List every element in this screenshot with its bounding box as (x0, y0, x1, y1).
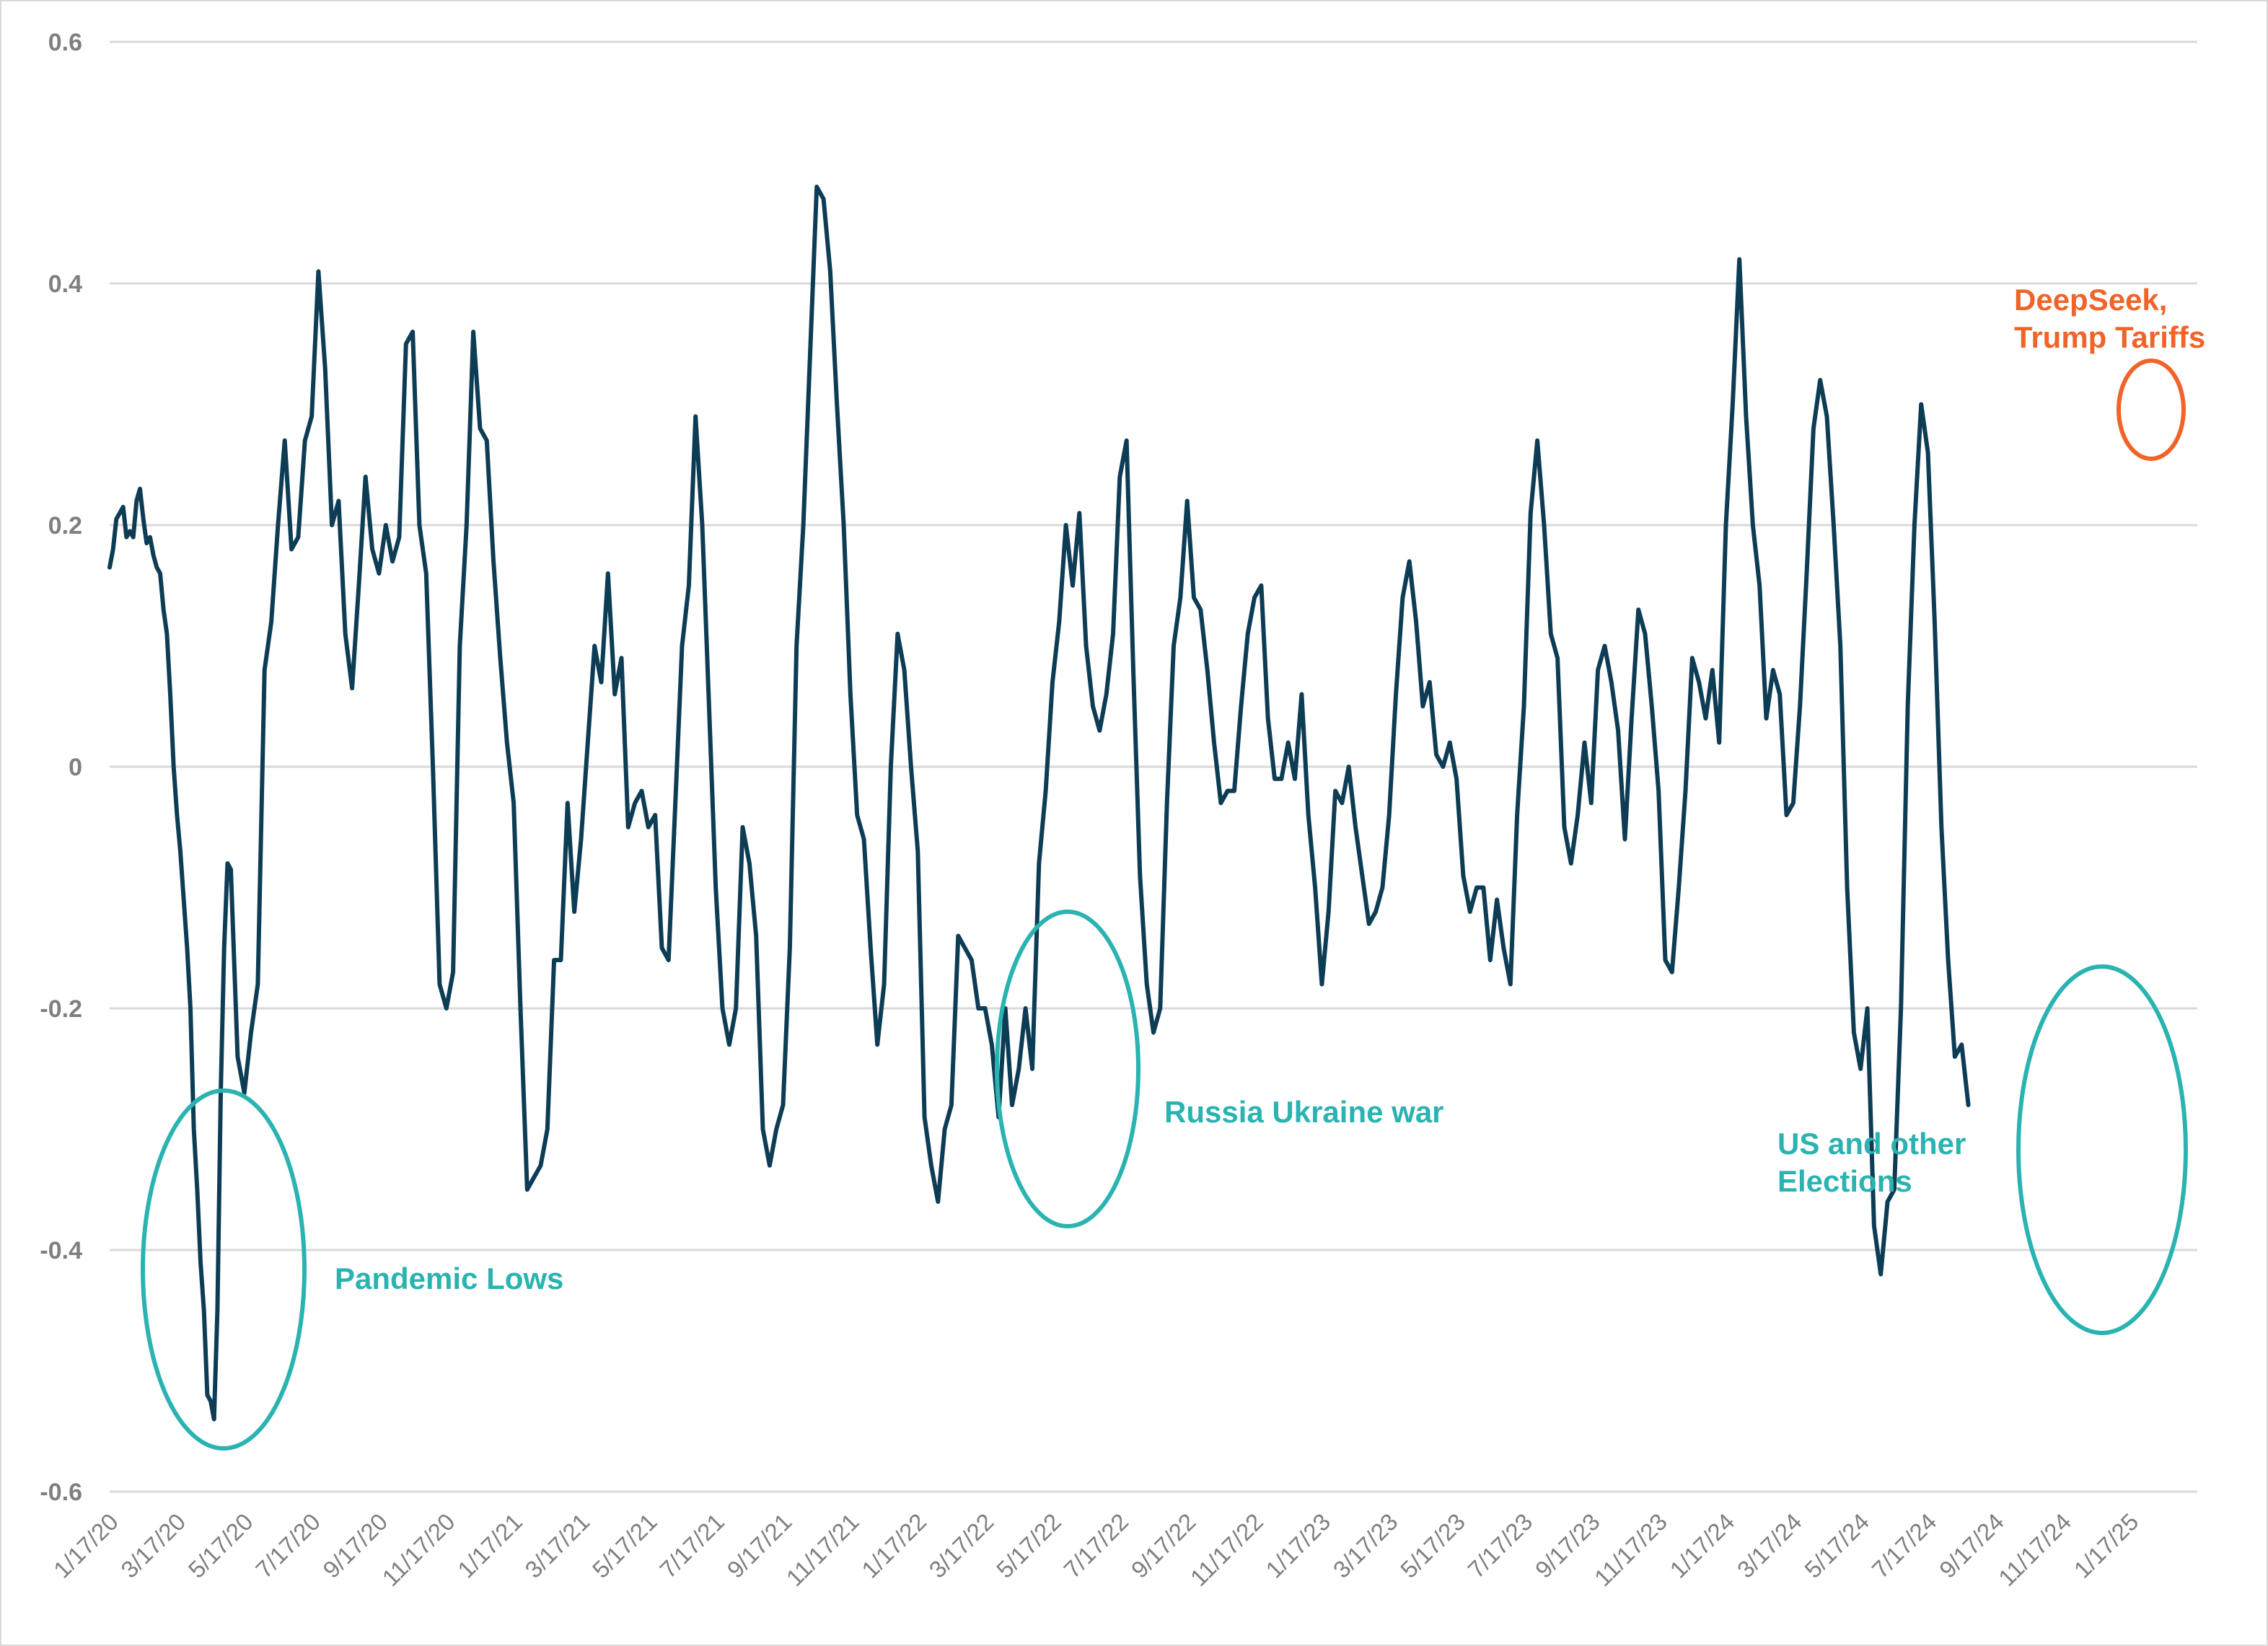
x-tick-label: 3/17/20 (115, 1508, 190, 1583)
x-tick-label: 5/17/21 (587, 1508, 662, 1583)
x-tick-label: 1/17/24 (1664, 1508, 1739, 1583)
x-tick-label: 3/17/24 (1732, 1508, 1807, 1583)
x-tick-label: 1/17/20 (48, 1508, 123, 1583)
y-tick-label: 0.2 (48, 512, 82, 540)
series-line (107, 185, 1971, 1422)
deepseek-label-line2: Trump Tariffs (2014, 320, 2205, 354)
x-tick-label: 5/17/22 (991, 1508, 1066, 1583)
y-tick-label: 0 (69, 754, 82, 781)
y-tick-label: 0.4 (48, 270, 82, 298)
x-tick-label: 1/17/21 (452, 1508, 527, 1583)
x-tick-label: 5/17/23 (1395, 1508, 1470, 1583)
y-tick-label: -0.2 (40, 995, 82, 1023)
x-tick-label: 3/17/23 (1328, 1508, 1403, 1583)
x-tick-label: 3/17/22 (924, 1508, 999, 1583)
x-tick-label: 11/17/24 (1993, 1508, 2076, 1591)
elections-label-line1: US and other (1777, 1127, 1966, 1161)
y-axis-ticks: 0.6 0.4 0.2 0 -0.2 -0.4 -0.6 (40, 29, 82, 1506)
x-tick-label: 7/17/22 (1058, 1508, 1133, 1583)
x-tick-label: 7/17/23 (1462, 1508, 1537, 1583)
x-tick-label: 1/17/22 (856, 1508, 931, 1583)
x-tick-label: 1/17/25 (2069, 1508, 2144, 1583)
x-tick-label: 11/17/21 (781, 1508, 864, 1591)
x-tick-label: 7/17/20 (250, 1508, 325, 1583)
elections-label-line2: Elections (1777, 1164, 1912, 1198)
x-tick-label: 11/17/20 (377, 1508, 460, 1591)
x-axis-ticks: 1/17/203/17/205/17/207/17/209/17/2011/17… (48, 1508, 2144, 1591)
x-tick-label: 5/17/24 (1799, 1508, 1874, 1583)
x-tick-label: 7/17/24 (1867, 1508, 1942, 1583)
x-tick-label: 7/17/21 (654, 1508, 729, 1583)
series-group (107, 185, 1971, 1422)
deepseek-label-line1: DeepSeek, (2014, 283, 2167, 317)
y-tick-label: 0.6 (48, 29, 82, 56)
x-tick-label: 5/17/20 (183, 1508, 258, 1583)
x-tick-label: 3/17/21 (519, 1508, 594, 1583)
deepseek-circle (2117, 358, 2186, 461)
pandemic-lows-label: Pandemic Lows (335, 1262, 563, 1295)
annotations: Pandemic Lows Russia Ukraine war US and … (141, 283, 2205, 1451)
y-tick-label: -0.6 (40, 1479, 82, 1506)
pandemic-lows-circle (141, 1088, 307, 1451)
y-tick-label: -0.4 (40, 1237, 82, 1264)
x-tick-label: 11/17/22 (1185, 1508, 1268, 1591)
elections-circle (2016, 964, 2188, 1335)
x-tick-label: 11/17/23 (1589, 1508, 1672, 1591)
russia-ukraine-circle (995, 910, 1140, 1228)
russia-ukraine-label: Russia Ukraine war (1164, 1095, 1444, 1129)
x-tick-label: 1/17/23 (1260, 1508, 1335, 1583)
